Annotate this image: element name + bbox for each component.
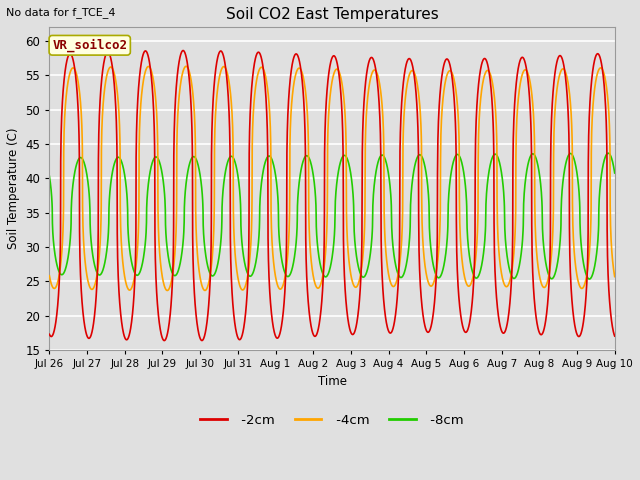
Title: Soil CO2 East Temperatures: Soil CO2 East Temperatures (226, 7, 438, 22)
Y-axis label: Soil Temperature (C): Soil Temperature (C) (7, 128, 20, 250)
Text: No data for f_TCE_4: No data for f_TCE_4 (6, 7, 116, 18)
X-axis label: Time: Time (317, 375, 346, 388)
Text: VR_soilco2: VR_soilco2 (52, 38, 127, 52)
Legend:  -2cm,  -4cm,  -8cm: -2cm, -4cm, -8cm (195, 408, 469, 432)
